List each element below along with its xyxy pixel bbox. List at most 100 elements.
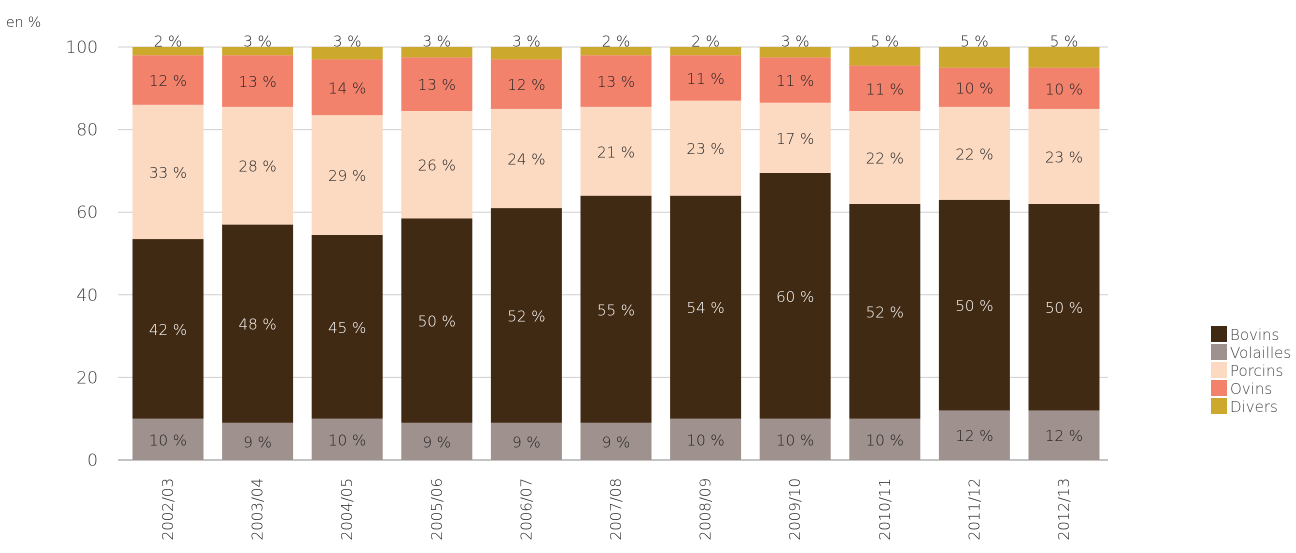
- legend-label-volailles: Volailles: [1230, 344, 1291, 362]
- bar-segment-divers-6: [670, 47, 742, 56]
- data-label-divers-8: 5 %: [871, 33, 900, 51]
- bar-segment-bovins-2: [311, 234, 383, 419]
- x-tick-label-5: 2007/08: [607, 478, 625, 540]
- bar-segment-ovins-7: [759, 57, 831, 103]
- data-label-volailles-2: 10 %: [328, 431, 366, 449]
- bar-segment-porcins-8: [849, 111, 921, 204]
- bar-segment-divers-4: [490, 47, 562, 60]
- bar-segment-porcins-5: [580, 106, 652, 196]
- data-label-ovins-9: 10 %: [955, 79, 993, 97]
- bar-segment-divers-2: [311, 47, 383, 60]
- bar-segment-bovins-1: [222, 224, 294, 423]
- data-label-volailles-4: 9 %: [512, 433, 541, 451]
- data-label-divers-3: 3 %: [423, 33, 452, 51]
- bar-segment-bovins-10: [1028, 203, 1100, 411]
- data-label-divers-9: 5 %: [960, 33, 989, 51]
- x-tick-label-10: 2012/13: [1055, 478, 1073, 540]
- data-label-ovins-8: 11 %: [866, 80, 904, 98]
- y-tick-label-80: 80: [76, 121, 98, 141]
- bar-segment-volailles-5: [580, 422, 652, 460]
- bar-segment-volailles-7: [759, 418, 831, 460]
- bar-segment-bovins-9: [938, 199, 1010, 411]
- legend-swatch-ovins: [1211, 380, 1227, 396]
- data-label-volailles-6: 10 %: [687, 431, 725, 449]
- bar-segment-divers-9: [938, 47, 1010, 68]
- data-label-porcins-5: 21 %: [597, 143, 635, 161]
- y-tick-label-60: 60: [76, 203, 98, 223]
- data-label-ovins-2: 14 %: [328, 79, 366, 97]
- data-label-divers-2: 3 %: [333, 33, 362, 51]
- data-label-bovins-6: 54 %: [687, 299, 725, 317]
- bar-segment-ovins-8: [849, 65, 921, 112]
- bar-segment-porcins-9: [938, 106, 1010, 200]
- data-label-volailles-9: 12 %: [955, 427, 993, 445]
- data-label-volailles-0: 10 %: [149, 431, 187, 449]
- data-label-ovins-0: 12 %: [149, 72, 187, 90]
- bar-segment-porcins-6: [670, 100, 742, 196]
- bar-segment-divers-0: [132, 47, 204, 56]
- y-tick-label-0: 0: [87, 451, 98, 471]
- data-label-ovins-7: 11 %: [776, 72, 814, 90]
- bar-segment-divers-8: [849, 47, 921, 66]
- data-label-divers-7: 3 %: [781, 33, 810, 51]
- data-label-bovins-10: 50 %: [1045, 299, 1083, 317]
- x-tick-label-2: 2004/05: [338, 478, 356, 540]
- bar-segment-divers-5: [580, 47, 652, 56]
- bar-segment-bovins-4: [490, 208, 562, 423]
- bar-segment-porcins-4: [490, 108, 562, 209]
- data-label-divers-0: 2 %: [154, 33, 183, 51]
- x-tick-label-3: 2005/06: [428, 478, 446, 540]
- data-labels: 10 % 42 % 33 % 12 % 2 % 9 % 48 % 28 % 13 % 3 % 10 …: [149, 33, 1083, 452]
- bar-segment-ovins-6: [670, 55, 742, 101]
- y-axis-unit-label: en %: [6, 15, 41, 31]
- x-tick-label-4: 2006/07: [517, 478, 535, 540]
- data-label-porcins-0: 33 %: [149, 164, 187, 182]
- bar-segment-bovins-5: [580, 195, 652, 423]
- data-label-ovins-1: 13 %: [239, 73, 277, 91]
- data-label-volailles-10: 12 %: [1045, 427, 1083, 445]
- bar-segment-volailles-6: [670, 418, 742, 460]
- data-label-porcins-8: 22 %: [866, 149, 904, 167]
- bar-segment-ovins-3: [401, 57, 473, 112]
- data-label-volailles-3: 9 %: [423, 433, 452, 451]
- data-label-divers-5: 2 %: [602, 33, 631, 51]
- data-label-bovins-3: 50 %: [418, 313, 456, 331]
- data-label-bovins-0: 42 %: [149, 321, 187, 339]
- x-tick-label-1: 2003/04: [249, 478, 267, 540]
- legend-label-ovins: Ovins: [1230, 380, 1272, 398]
- data-label-divers-10: 5 %: [1050, 33, 1079, 51]
- bar-segment-divers-3: [401, 47, 473, 58]
- data-label-bovins-2: 45 %: [328, 319, 366, 337]
- bar-segment-ovins-9: [938, 67, 1010, 107]
- x-tick-label-7: 2009/10: [786, 478, 804, 540]
- bar-segment-volailles-9: [938, 410, 1010, 460]
- bar-segment-ovins-5: [580, 55, 652, 107]
- bar-segment-ovins-4: [490, 59, 562, 109]
- bars: [132, 47, 1100, 460]
- bar-segment-volailles-0: [132, 418, 204, 460]
- data-label-ovins-6: 11 %: [687, 70, 725, 88]
- data-label-bovins-4: 52 %: [507, 307, 545, 325]
- data-label-porcins-7: 17 %: [776, 130, 814, 148]
- x-tick-label-8: 2010/11: [876, 478, 894, 540]
- bar-segment-bovins-0: [132, 239, 204, 419]
- data-label-volailles-8: 10 %: [866, 431, 904, 449]
- bar-segment-porcins-0: [132, 104, 204, 240]
- data-label-porcins-10: 23 %: [1045, 148, 1083, 166]
- bar-segment-ovins-1: [222, 55, 294, 107]
- bar-segment-divers-7: [759, 47, 831, 58]
- x-tick-label-6: 2008/09: [697, 478, 715, 540]
- legend-label-bovins: Bovins: [1230, 326, 1279, 344]
- legend-swatch-volailles: [1211, 344, 1227, 360]
- y-axis-ticks: 0 20 40 60 80 100: [66, 38, 98, 471]
- bar-segment-ovins-0: [132, 55, 204, 105]
- data-label-porcins-1: 28 %: [239, 158, 277, 176]
- data-label-bovins-7: 60 %: [776, 288, 814, 306]
- bar-segment-volailles-3: [401, 422, 473, 460]
- legend-label-porcins: Porcins: [1230, 362, 1283, 380]
- bar-segment-divers-1: [222, 47, 294, 56]
- data-label-bovins-9: 50 %: [955, 297, 993, 315]
- bar-segment-volailles-10: [1028, 410, 1100, 460]
